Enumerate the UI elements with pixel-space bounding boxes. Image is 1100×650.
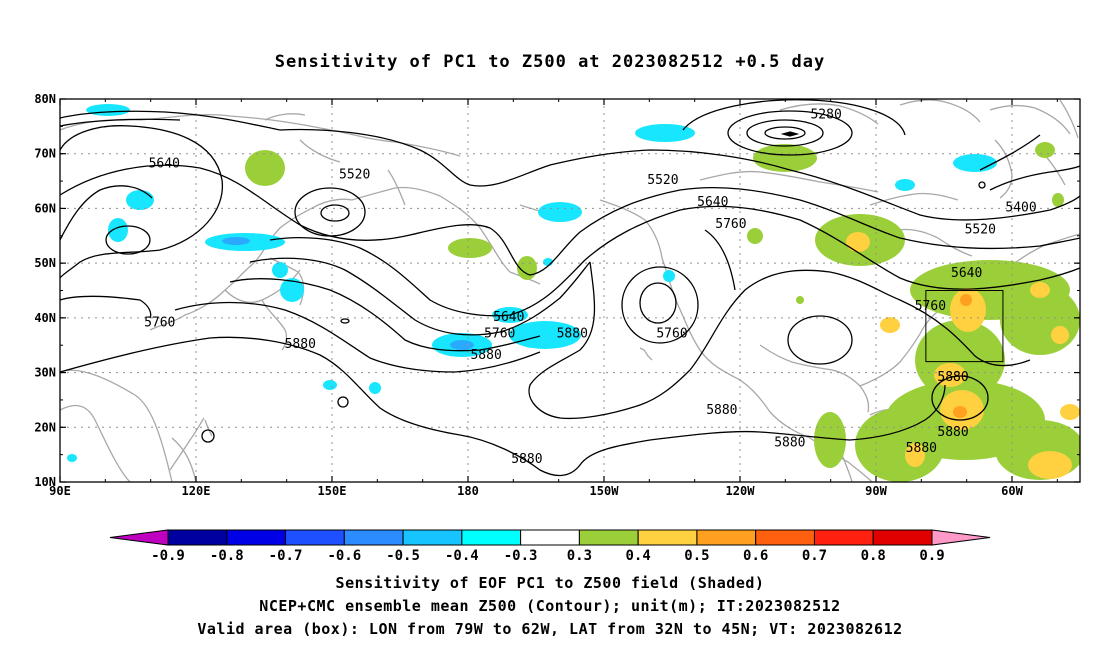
contour-label: 5520 [965, 222, 996, 237]
contour-label: 5640 [493, 310, 524, 325]
contour-label: 5880 [285, 337, 316, 352]
contour-label: 5640 [697, 195, 728, 210]
colorbar-box [755, 529, 815, 546]
lon-label: 120E [182, 484, 211, 498]
colorbar-box [226, 529, 287, 546]
colorbar-label: 0.9 [919, 548, 944, 564]
lat-label: 50N [34, 256, 56, 270]
contour-label: 5280 [810, 107, 841, 122]
colorbar-boxes [109, 529, 991, 546]
colorbar-labels: -0.9 -0.8 -0.7 -0.6 -0.5 -0.4 -0.3 0.3 0.4 0.5 0.6… [151, 548, 945, 564]
contour-label: 5880 [906, 441, 937, 456]
colorbar-label: -0.3 [504, 548, 538, 564]
lon-label: 90E [49, 484, 71, 498]
colorbar-max-triangle [931, 529, 991, 546]
caption-shaded: Sensitivity of EOF PC1 to Z500 field (Sh… [335, 574, 765, 592]
colorbar-label: 0.4 [626, 548, 651, 564]
colorbar-label: -0.9 [151, 548, 185, 564]
lat-lon-grid [60, 99, 1080, 482]
colorbar-min-triangle [109, 529, 169, 546]
lat-label: 40N [34, 311, 56, 325]
contour-label: 5880 [937, 425, 968, 440]
z500-contours [60, 99, 1080, 477]
colorbar-label: -0.8 [210, 548, 244, 564]
contour-label: 5880 [470, 348, 501, 363]
colorbar-box [343, 529, 404, 546]
contour-label: 5520 [339, 168, 370, 183]
lon-label: 60W [1001, 484, 1023, 498]
colorbar-label: -0.5 [386, 548, 420, 564]
colorbar-box [578, 529, 639, 546]
contour-label: 5760 [144, 315, 175, 330]
valid-area-box [925, 290, 1004, 363]
lat-label: 10N [34, 475, 56, 489]
colorbar-label: 0.6 [743, 548, 768, 564]
lon-label: 90W [865, 484, 887, 498]
colorbar-label: -0.7 [269, 548, 303, 564]
coastlines [60, 99, 1080, 482]
lon-label: 150E [318, 484, 347, 498]
colorbar-box [813, 529, 874, 546]
contour-label: 5760 [715, 217, 746, 232]
colorbar-label: -0.6 [327, 548, 361, 564]
colorbar-box [872, 529, 933, 546]
colorbar-box [520, 529, 580, 546]
lon-label: 120W [726, 484, 756, 498]
contour-label: 5760 [656, 326, 687, 341]
colorbar-box [167, 529, 228, 546]
contour-label: 5640 [951, 266, 982, 281]
lat-label: 30N [34, 366, 56, 380]
lat-label: 60N [34, 201, 56, 215]
lat-label: 20N [34, 420, 56, 434]
colorbar-box [402, 529, 463, 546]
axis-ticks [59, 98, 1080, 483]
contour-label: 5880 [774, 436, 805, 451]
contour-label: 5880 [937, 370, 968, 385]
colorbar-box [461, 529, 522, 546]
lat-label: 80N [34, 92, 56, 106]
contour-label: 5880 [706, 403, 737, 418]
contour-label: 5400 [1005, 200, 1036, 215]
lat-label: 70N [34, 147, 56, 161]
contour-label: 5880 [557, 326, 588, 341]
colorbar-label: 0.5 [684, 548, 709, 564]
chart-title: Sensitivity of PC1 to Z500 at 2023082512… [274, 52, 826, 72]
colorbar-box [696, 529, 757, 546]
caption-contour: NCEP+CMC ensemble mean Z500 (Contour); u… [259, 597, 841, 615]
caption-valid-area: Valid area (box): LON from 79W to 62W, L… [197, 620, 903, 638]
colorbar-box [285, 529, 345, 546]
contour-label: 5760 [915, 299, 946, 314]
colorbar-label: 0.3 [567, 548, 592, 564]
contour-label: 5880 [511, 452, 542, 467]
lon-label: 180 [457, 484, 479, 498]
lon-label: 150W [590, 484, 620, 498]
contour-label: 5640 [149, 157, 180, 172]
colorbar-box [637, 529, 698, 546]
contour-label: 5760 [484, 326, 515, 341]
contour-label: 5520 [647, 173, 678, 188]
colorbar-label: 0.7 [802, 548, 827, 564]
colorbar-label: -0.4 [445, 548, 479, 564]
colorbar-label: 0.8 [861, 548, 886, 564]
